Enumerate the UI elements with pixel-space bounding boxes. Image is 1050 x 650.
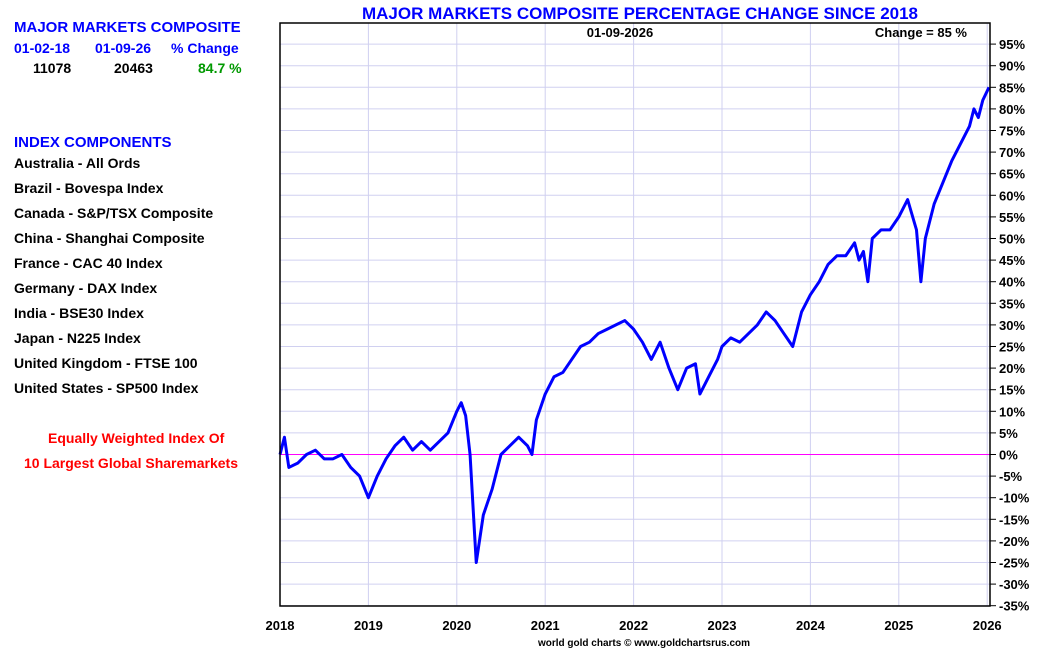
y-tick-label: -5% [999, 469, 1023, 484]
y-tick-label: 90% [999, 59, 1025, 74]
y-tick-label: -15% [999, 512, 1030, 527]
change-label: Change = 85 % [875, 25, 968, 40]
component-item: United States - SP500 Index [14, 380, 199, 396]
y-tick-label: 95% [999, 37, 1025, 52]
y-tick-label: 75% [999, 124, 1025, 139]
note-line-2: 10 Largest Global Sharemarkets [24, 455, 238, 471]
x-tick-label: 2019 [354, 618, 383, 633]
y-tick-label: 25% [999, 340, 1025, 355]
x-tick-label: 2024 [796, 618, 826, 633]
x-tick-label: 2021 [531, 618, 560, 633]
y-tick-label: 35% [999, 296, 1025, 311]
x-tick-label: 2026 [973, 618, 1002, 633]
chart-title: MAJOR MARKETS COMPOSITE PERCENTAGE CHANG… [362, 4, 918, 23]
summary-start-value: 11078 [33, 60, 72, 76]
plot-frame [279, 22, 991, 607]
y-tick-label: 15% [999, 383, 1025, 398]
y-tick-label: 85% [999, 80, 1025, 95]
y-tick-label: -30% [999, 577, 1030, 592]
y-tick-label: 70% [999, 145, 1025, 160]
component-item: Germany - DAX Index [14, 280, 158, 296]
x-tick-label: 2025 [884, 618, 913, 633]
component-item: Australia - All Ords [14, 155, 141, 171]
x-tick-label: 2023 [708, 618, 737, 633]
summary-change-value: 84.7 % [198, 60, 242, 76]
component-item: Japan - N225 Index [14, 330, 141, 346]
x-tick-label: 2020 [442, 618, 471, 633]
credit: world gold charts © www.goldchartsrus.co… [537, 638, 750, 649]
component-item: Brazil - Bovespa Index [14, 180, 164, 196]
y-tick-label: -35% [999, 599, 1030, 614]
y-tick-label: -25% [999, 556, 1030, 571]
component-item: China - Shanghai Composite [14, 230, 205, 246]
y-tick-label: 5% [999, 426, 1018, 441]
components-heading: INDEX COMPONENTS [14, 134, 172, 151]
y-tick-label: -10% [999, 491, 1030, 506]
x-tick-label: 2018 [266, 618, 295, 633]
y-tick-label: 55% [999, 210, 1025, 225]
x-tick-label: 2022 [619, 618, 648, 633]
date-label: 01-09-2026 [587, 25, 654, 40]
y-tick-label: 0% [999, 448, 1018, 463]
summary-change-header: % Change [171, 40, 239, 56]
component-item: United Kingdom - FTSE 100 [14, 355, 198, 371]
summary-start-date: 01-02-18 [14, 40, 71, 56]
y-tick-label: 30% [999, 318, 1025, 333]
y-tick-label: 10% [999, 404, 1025, 419]
y-tick-label: 20% [999, 361, 1025, 376]
y-tick-label: -20% [999, 534, 1030, 549]
y-tick-label: 40% [999, 275, 1025, 290]
summary-end-date: 01-09-26 [95, 40, 152, 56]
series-line [278, 86, 991, 564]
note-line-1: Equally Weighted Index Of [48, 430, 225, 446]
component-item: France - CAC 40 Index [14, 255, 163, 271]
y-tick-label: 65% [999, 167, 1025, 182]
y-tick-label: 45% [999, 253, 1025, 268]
summary-end-value: 20463 [114, 60, 153, 76]
y-tick-label: 80% [999, 102, 1025, 117]
y-tick-label: 50% [999, 232, 1025, 247]
component-item: India - BSE30 Index [14, 305, 144, 321]
y-tick-label: 60% [999, 188, 1025, 203]
summary-title: MAJOR MARKETS COMPOSITE [14, 19, 241, 36]
component-item: Canada - S&P/TSX Composite [14, 205, 214, 221]
